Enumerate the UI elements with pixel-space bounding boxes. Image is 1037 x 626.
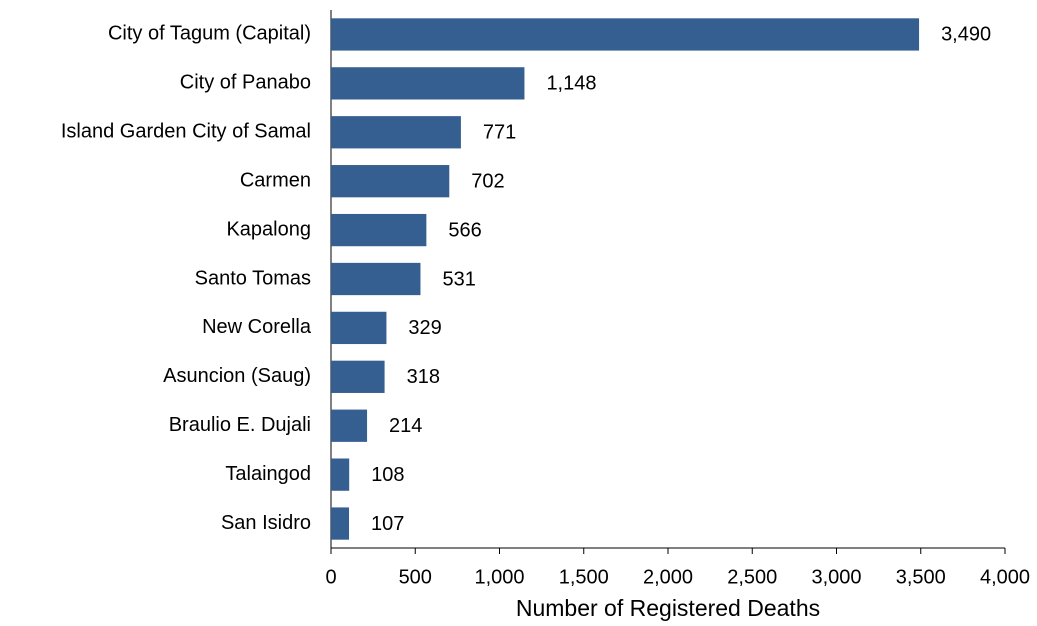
value-label: 329 (408, 317, 441, 339)
y-tick-label: Talaingod (225, 463, 311, 485)
x-tick-label: 500 (399, 566, 432, 588)
value-label: 108 (371, 464, 404, 486)
x-tick-label: 3,000 (811, 566, 861, 588)
x-tick-label: 3,500 (896, 566, 946, 588)
bar (331, 360, 385, 393)
value-label: 702 (471, 170, 504, 192)
value-label: 566 (448, 219, 481, 241)
value-label: 214 (389, 415, 422, 437)
bar (331, 213, 427, 247)
x-tick-label: 2,500 (727, 566, 777, 588)
x-axis-label: Number of Registered Deaths (516, 595, 820, 621)
y-tick-label: San Isidro (221, 512, 311, 534)
y-tick-label: New Corella (202, 316, 312, 338)
bar (331, 165, 450, 198)
y-tick-label: Santo Tomas (195, 267, 311, 289)
bar (331, 116, 461, 149)
x-tick-label: 4,000 (980, 566, 1030, 588)
y-tick-label: Kapalong (226, 218, 311, 240)
y-tick-label: Island Garden City of Samal (61, 121, 311, 143)
x-tick-label: 2,000 (643, 566, 693, 588)
value-label: 318 (407, 366, 440, 388)
bar (331, 507, 350, 540)
y-tick-label: Braulio E. Dujali (169, 414, 311, 436)
y-tick-label: Carmen (240, 169, 311, 191)
bar (331, 311, 387, 345)
value-label: 1,148 (546, 73, 596, 95)
value-label: 107 (371, 513, 404, 535)
value-label: 3,490 (941, 24, 991, 46)
y-tick-label: Asuncion (Saug) (163, 365, 311, 387)
bar (331, 67, 525, 100)
value-label: 531 (442, 268, 475, 290)
x-tick-label: 1,000 (474, 566, 524, 588)
bar (331, 409, 368, 442)
y-tick-label: City of Panabo (180, 72, 311, 94)
bar (331, 458, 350, 491)
bar (331, 18, 920, 51)
value-label: 771 (483, 122, 516, 144)
bar (331, 262, 421, 296)
x-tick-label: 1,500 (559, 566, 609, 588)
y-tick-label: City of Tagum (Capital) (108, 23, 311, 45)
x-tick-label: 0 (325, 566, 336, 588)
